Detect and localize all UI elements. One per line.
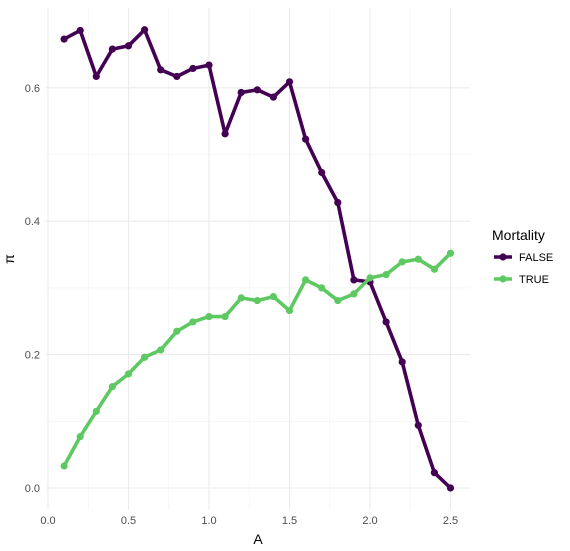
legend-item-true: TRUE [494,274,549,286]
data-point [414,421,422,429]
data-point [157,66,165,74]
data-point [318,168,326,177]
y-tick-label: 0.0 [25,483,40,495]
data-point [205,61,213,69]
data-point [350,290,358,298]
data-point [173,72,181,81]
data-point [414,255,422,263]
data-point [269,93,277,101]
data-point [253,86,261,94]
series-layer [60,26,455,492]
data-point [430,265,438,273]
data-point [302,135,310,143]
data-point [92,407,100,415]
data-point [189,64,197,73]
x-axis-ticks: 0.0 0.5 1.0 1.5 2.0 2.5 [40,515,458,527]
data-point [382,270,390,279]
series-line-false [62,27,453,490]
data-point [382,318,390,326]
data-point [398,258,406,266]
y-tick-label: 0.4 [25,216,40,228]
data-point [398,358,406,366]
data-point [269,292,277,301]
legend-key-point [499,275,507,283]
data-point [141,26,149,34]
series-line-true [62,251,453,468]
data-point [189,318,197,326]
series-false [60,26,455,492]
data-point [173,327,181,335]
legend-title: Mortality [492,227,545,243]
x-tick-label: 0.5 [121,515,136,527]
data-point [253,296,261,305]
x-tick-label: 1.0 [201,515,216,527]
x-tick-label: 1.5 [282,515,297,527]
data-point [430,469,438,477]
data-point [76,433,84,441]
y-axis-ticks: 0.0 0.2 0.4 0.6 [25,83,40,495]
data-point [446,484,455,492]
data-point [302,276,310,284]
data-point [92,72,100,81]
legend: Mortality FALSE TRUE [492,227,553,286]
data-point [318,284,326,292]
data-point [205,312,213,321]
data-point [366,274,374,282]
x-tick-label: 2.0 [362,515,377,527]
data-point [221,312,229,321]
legend-key-point [499,253,507,261]
data-point [237,88,245,97]
data-point [108,45,116,53]
data-point [350,276,358,284]
data-point [124,42,133,50]
data-point [60,462,68,470]
x-tick-label: 0.0 [40,515,55,527]
y-tick-label: 0.2 [25,350,40,362]
data-point [334,198,342,207]
legend-label: TRUE [519,274,549,286]
y-tick-label: 0.6 [25,83,40,95]
legend-label: FALSE [519,252,553,264]
data-point [446,249,455,257]
data-point [237,294,245,302]
legend-items: FALSE TRUE [494,252,553,286]
data-point [285,306,294,315]
data-point [108,383,116,391]
data-point [285,78,294,86]
x-axis-title: A [253,531,263,547]
data-point [124,370,133,378]
y-axis-title: π [1,254,17,264]
data-point [157,346,165,354]
data-point [221,130,229,138]
data-point [60,35,68,43]
data-point [141,353,149,361]
series-true [60,249,455,470]
legend-item-false: FALSE [494,252,553,264]
data-point [334,296,342,305]
data-point [76,26,84,35]
x-tick-label: 2.5 [443,515,458,527]
grid-lines [46,8,470,510]
